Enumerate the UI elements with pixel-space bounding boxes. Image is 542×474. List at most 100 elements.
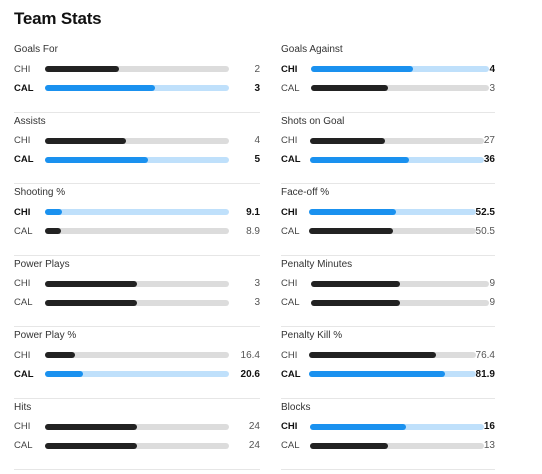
- stat-name: Shots on Goal: [281, 115, 345, 127]
- stat-shooting-pct: Shooting % CHI 9.1 CAL 8.9: [14, 184, 260, 256]
- stat-hits: Hits CHI 24 CAL 24: [14, 399, 260, 470]
- stat-name: Penalty Minutes: [281, 258, 353, 270]
- stat-value: 9: [489, 278, 495, 289]
- stat-bar-track: [45, 280, 229, 287]
- stat-bar-fill: [309, 352, 437, 358]
- team-abbr: CHI: [281, 63, 298, 75]
- stat-row-cal: CAL 5: [14, 153, 260, 167]
- stat-row-cal: CAL 50.5: [281, 224, 495, 238]
- stat-name: Blocks: [281, 401, 311, 413]
- team-abbr: CHI: [281, 349, 298, 361]
- stat-power-plays: Power Plays CHI 3 CAL 3: [14, 256, 260, 327]
- stat-name: Face-off %: [281, 187, 330, 198]
- stat-value: 9.1: [246, 206, 260, 218]
- stat-bar-track: [45, 66, 229, 72]
- team-abbr: CHI: [14, 206, 31, 218]
- stat-bar-fill: [45, 156, 149, 163]
- stat-bar-track: [309, 209, 476, 215]
- stat-bar-track: [311, 85, 490, 91]
- stat-row-chi: CHI 4: [14, 134, 260, 148]
- stat-row-cal: CAL 3: [14, 81, 260, 95]
- stat-bar-fill: [45, 423, 137, 430]
- stat-row-chi: CHI 2: [14, 62, 260, 76]
- stat-assists: Assists CHI 4 CAL 5: [14, 113, 260, 184]
- stat-bar-fill: [310, 423, 406, 430]
- stat-bar-track: [309, 371, 476, 377]
- stat-bar-track: [311, 280, 490, 287]
- team-abbr: CAL: [281, 297, 300, 308]
- stat-bar-track: [311, 66, 490, 72]
- stat-row-cal: CAL 36: [281, 153, 495, 167]
- stat-value: 24: [248, 440, 260, 451]
- stat-value: 27: [483, 135, 495, 146]
- team-abbr: CAL: [281, 368, 301, 380]
- stat-value: 50.5: [475, 225, 495, 237]
- stat-bar-fill: [45, 442, 137, 449]
- team-abbr: CHI: [281, 206, 298, 218]
- stat-bar-track: [309, 228, 476, 234]
- stat-bar-fill: [310, 137, 385, 144]
- stat-bar-fill: [45, 352, 76, 358]
- stat-value: 2: [254, 63, 260, 75]
- stat-bar-track: [45, 85, 229, 91]
- stat-value: 36: [483, 154, 495, 165]
- team-abbr: CHI: [14, 63, 31, 75]
- stat-name: Hits: [14, 401, 32, 413]
- stat-value: 4: [254, 135, 260, 146]
- stat-bar-fill: [310, 442, 389, 449]
- stat-row-cal: CAL 20.6: [14, 367, 260, 381]
- team-abbr: CAL: [14, 297, 33, 308]
- stat-value: 76.4: [475, 349, 495, 361]
- stat-bar-track: [310, 442, 484, 449]
- stat-penalty-minutes: Penalty Minutes CHI 9 CAL 9: [281, 256, 495, 327]
- stat-bar-fill: [309, 371, 446, 377]
- stat-row-chi: CHI 24: [14, 420, 260, 434]
- stat-row-chi: CHI 27: [281, 134, 495, 148]
- team-abbr: CHI: [281, 135, 298, 146]
- stat-value: 5: [254, 154, 260, 165]
- team-abbr: CHI: [14, 278, 31, 289]
- team-abbr: CAL: [281, 440, 300, 451]
- stat-value: 20.6: [240, 368, 260, 380]
- stat-row-chi: CHI 16.4: [14, 348, 260, 362]
- stat-bar-fill: [45, 66, 119, 72]
- stat-bar-track: [45, 137, 229, 144]
- stat-row-chi: CHI 9: [281, 277, 495, 291]
- stat-row-chi: CHI 76.4: [281, 348, 495, 362]
- stat-power-play-pct: Power Play % CHI 16.4 CAL 20.6: [14, 327, 260, 399]
- stat-name: Power Play %: [14, 330, 77, 341]
- stat-bar-track: [45, 156, 229, 163]
- stat-row-chi: CHI 9.1: [14, 205, 260, 219]
- stat-value: 9: [489, 297, 495, 308]
- stat-row-cal: CAL 8.9: [14, 224, 260, 238]
- stat-bar-fill: [45, 209, 62, 215]
- stat-value: 13: [483, 440, 495, 451]
- stat-bar-fill: [45, 85, 156, 91]
- stat-bar-track: [45, 423, 229, 430]
- page-title: Team Stats: [14, 9, 102, 28]
- team-abbr: CAL: [281, 154, 301, 165]
- stat-row-cal: CAL 3: [14, 296, 260, 310]
- stat-value: 3: [254, 82, 260, 94]
- stat-row-cal: CAL 3: [281, 81, 495, 95]
- stat-row-cal: CAL 13: [281, 439, 495, 453]
- stat-bar-track: [45, 352, 229, 358]
- team-abbr: CHI: [281, 278, 298, 289]
- stat-bar-track: [45, 371, 229, 377]
- team-abbr: CAL: [14, 440, 33, 451]
- stat-bar-track: [310, 423, 484, 430]
- stats-grid: Goals For CHI 2 CAL 3 Goals Against CHI 4 CAL 3 As…: [14, 41, 528, 470]
- stat-value: 81.9: [475, 368, 495, 380]
- stat-name: Goals Against: [281, 44, 343, 55]
- team-abbr: CAL: [14, 154, 34, 165]
- stat-row-chi: CHI 3: [14, 277, 260, 291]
- team-abbr: CAL: [14, 368, 34, 380]
- stat-bar-track: [310, 137, 484, 144]
- stat-row-cal: CAL 24: [14, 439, 260, 453]
- stat-penalty-kill-pct: Penalty Kill % CHI 76.4 CAL 81.9: [281, 327, 495, 399]
- stat-bar-track: [309, 352, 476, 358]
- stat-bar-track: [311, 299, 490, 306]
- team-abbr: CAL: [14, 82, 34, 94]
- team-abbr: CHI: [281, 421, 298, 432]
- stat-name: Goals For: [14, 44, 58, 55]
